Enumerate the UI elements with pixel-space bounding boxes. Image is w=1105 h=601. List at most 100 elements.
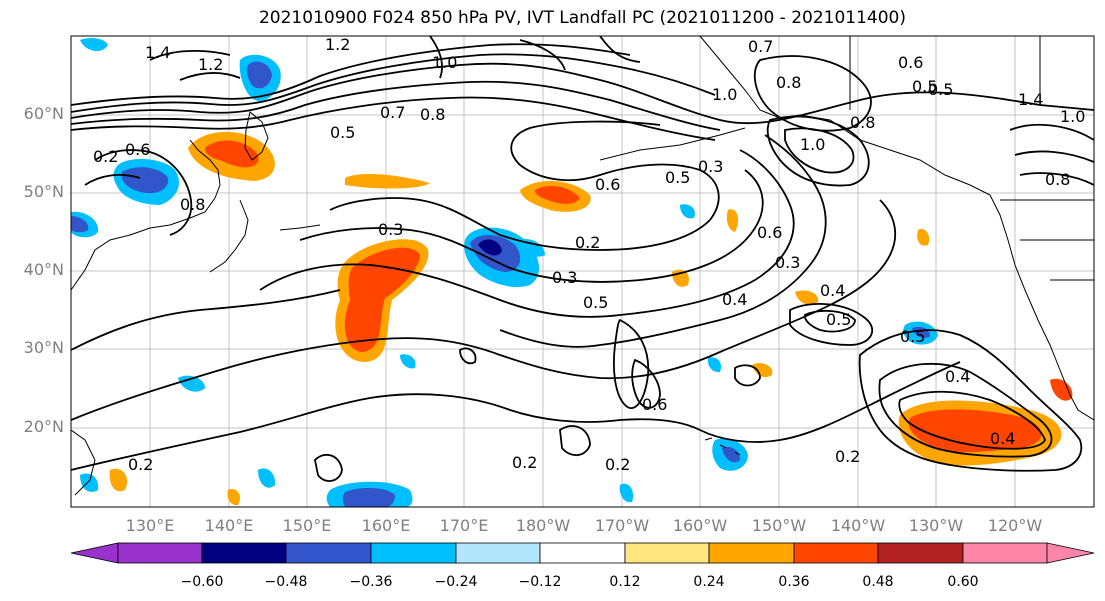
contour-label: 1.4 xyxy=(1018,90,1043,109)
philippines xyxy=(71,429,96,496)
contour-label: 0.8 xyxy=(420,105,445,124)
warm-blob xyxy=(908,409,1042,453)
asia-coast xyxy=(71,139,221,291)
lat-label: 50°N xyxy=(23,182,64,201)
colorbar-tick-label: 0.24 xyxy=(693,574,725,590)
colorbar-tick-label: −0.24 xyxy=(434,574,478,590)
colorbar-tick-label: 0.48 xyxy=(862,574,894,590)
colorbar-tick-label: −0.60 xyxy=(180,574,224,590)
contour-label: 0.2 xyxy=(575,233,600,252)
contour-label: 0.6 xyxy=(642,395,667,414)
warm-blob xyxy=(344,247,420,352)
lon-label: 140°W xyxy=(830,516,886,535)
colorbar-bin xyxy=(117,542,203,564)
contour-label: 1.0 xyxy=(712,85,737,104)
contour-label: 0.6 xyxy=(898,53,923,72)
colorbar-tick-label: 0.60 xyxy=(947,574,979,590)
alaska-coast xyxy=(699,36,991,196)
contour-label: 0.2 xyxy=(835,447,860,466)
colorbar-tick-label: −0.12 xyxy=(518,574,562,590)
contour-label: 0.4 xyxy=(945,367,970,386)
warm-blob xyxy=(227,489,241,506)
cool-blob xyxy=(707,357,722,373)
warm-blob xyxy=(726,209,739,232)
colorbar-bin xyxy=(877,542,964,564)
contour-label: 0.3 xyxy=(552,268,577,287)
warm-blob xyxy=(917,229,930,246)
contour-label: 0.4 xyxy=(722,290,747,309)
lat-label: 30°N xyxy=(23,338,64,357)
cool-blob xyxy=(80,37,108,52)
lon-label: 130°E xyxy=(125,516,175,535)
contour-label: 0.8 xyxy=(850,113,875,132)
lon-label: 140°E xyxy=(204,516,254,535)
cool-blob xyxy=(400,354,416,369)
contour-label: 0.6 xyxy=(757,223,782,242)
contour-label: 0.5 xyxy=(912,77,937,96)
lat-label: 40°N xyxy=(23,260,64,279)
cool-blob xyxy=(71,216,89,233)
contour-label: 1.2 xyxy=(198,55,223,74)
cool-blob xyxy=(342,487,395,507)
lon-label: 130°W xyxy=(908,516,964,535)
colorbar-tick-label: 0.12 xyxy=(609,574,641,590)
contour-label: 0.5 xyxy=(665,168,690,187)
contour-label: 0.7 xyxy=(748,37,773,56)
contour-label: 1.0 xyxy=(1060,107,1085,126)
colorbar-extend-low xyxy=(70,542,119,564)
contour-label: 1.0 xyxy=(432,53,457,72)
contour-label: 0.6 xyxy=(125,140,150,159)
lon-label: 150°E xyxy=(282,516,332,535)
contour-label: 0.2 xyxy=(128,455,153,474)
contour-label: 0.7 xyxy=(380,103,405,122)
cool-blob xyxy=(80,473,99,492)
warm-blob xyxy=(109,468,128,492)
contour-label: 0.2 xyxy=(512,453,537,472)
cool-blob xyxy=(520,238,545,257)
lon-label: 150°W xyxy=(751,516,807,535)
lon-label: 170°E xyxy=(439,516,489,535)
colorbar-bin xyxy=(793,542,879,564)
lon-label: 180°W xyxy=(515,516,571,535)
colorbar xyxy=(70,542,1095,564)
lon-label: 170°W xyxy=(594,516,650,535)
contour-label: 1.4 xyxy=(145,43,170,62)
contour-label: 0.8 xyxy=(1045,170,1070,189)
cool-blob xyxy=(178,375,205,392)
colorbar-bin xyxy=(285,542,372,564)
colorbar-bin xyxy=(708,542,795,564)
colorbar-bin xyxy=(962,542,1048,564)
contour-label: 0.8 xyxy=(776,73,801,92)
contour-label: 0.8 xyxy=(180,195,205,214)
colorbar-tick-label: −0.36 xyxy=(349,574,393,590)
contour-label: 0.4 xyxy=(990,429,1015,448)
cool-blob xyxy=(121,167,169,194)
warm-blob xyxy=(345,173,430,189)
colorbar-bin xyxy=(539,542,626,564)
contour-label: 0.3 xyxy=(775,253,800,272)
cool-blob xyxy=(722,446,740,463)
lon-label: 120°W xyxy=(987,516,1043,535)
contour-label: 0.5 xyxy=(928,80,953,99)
lon-label: 160°W xyxy=(672,516,728,535)
na-interior-borders xyxy=(849,36,1094,281)
hawaii xyxy=(704,437,741,456)
aleutians xyxy=(279,127,746,231)
warm-blob xyxy=(535,185,580,204)
contour-label: 0.5 xyxy=(900,327,925,346)
cool-blob xyxy=(258,468,276,488)
colorbar-tick-label: 0.36 xyxy=(778,574,810,590)
contour-label: 0.5 xyxy=(330,123,355,142)
contour-label: 0.5 xyxy=(826,310,851,329)
map-title: 2021010900 F024 850 hPa PV, IVT Landfall… xyxy=(258,8,906,28)
colorbar-bin xyxy=(370,542,457,564)
cool-blob xyxy=(247,61,272,89)
colorbar-bin xyxy=(201,542,287,564)
cool-blob xyxy=(619,483,634,503)
colorbar-tick-label: −0.48 xyxy=(264,574,308,590)
colorbar-bin xyxy=(455,542,541,564)
contour-label: 0.2 xyxy=(93,147,118,166)
contour-label: 0.2 xyxy=(605,455,630,474)
lon-label: 160°E xyxy=(361,516,411,535)
